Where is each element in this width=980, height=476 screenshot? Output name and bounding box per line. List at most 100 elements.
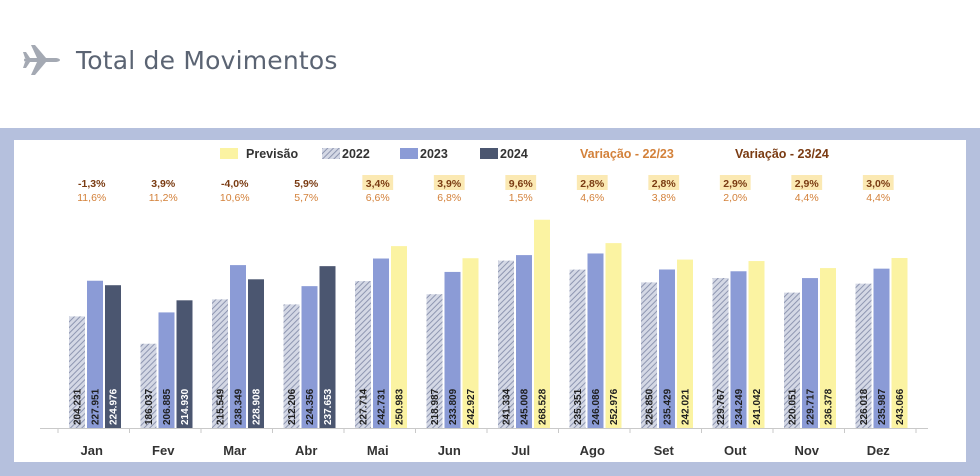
bar-2023 — [158, 312, 175, 428]
variation-highlight — [791, 175, 823, 190]
bar-2022 — [855, 283, 872, 428]
bar-2022 — [569, 269, 586, 428]
variation-highlight — [576, 175, 608, 190]
variation-highlight — [719, 175, 751, 190]
bar-2022 — [69, 316, 85, 428]
bar-previsao — [891, 258, 908, 428]
bar-2023 — [659, 269, 675, 428]
bar-2022 — [283, 304, 300, 428]
bar-2022 — [426, 294, 443, 428]
bar-value-label: 229.767 — [716, 388, 727, 425]
bar-value-label: 235.351 — [573, 388, 584, 425]
bar-2024 — [248, 279, 264, 428]
x-tick-label: Nov — [794, 443, 819, 458]
variation-23-24-label: 2,8% — [652, 178, 677, 190]
bar-2023 — [373, 258, 389, 428]
bar-value-label: 224.356 — [305, 388, 316, 425]
chart-legend: Previsão 2022 2023 2024 Variação - 22/23 Vari… — [220, 147, 829, 161]
bar-value-label: 212.206 — [287, 388, 298, 425]
bar-2024 — [105, 285, 121, 428]
bar-value-label: 228.908 — [252, 388, 263, 425]
x-axis-labels: Jan Fev Mar Abr Mai Jun Jul Ago Set Out Nov Dez — [57, 428, 917, 458]
bar-2024 — [319, 266, 336, 428]
legend-swatch-s2024 — [480, 148, 498, 159]
variation-23-24-label: 5,9% — [294, 178, 319, 190]
x-tick-label: Jun — [438, 443, 461, 458]
page-title: Total de Movimentos — [76, 45, 338, 75]
legend-label-previsao: Previsão — [246, 147, 298, 161]
legend-swatch-previsao — [220, 148, 238, 159]
bar-2022 — [712, 278, 729, 428]
variation-22-23-label: 3,8% — [652, 192, 676, 204]
variation-23-24-label: 3,0% — [866, 178, 891, 190]
x-tick-label: Dez — [867, 443, 891, 458]
bar-previsao — [677, 259, 693, 428]
bar-value-label: 242.731 — [377, 388, 388, 425]
bar-value-label: 242.927 — [466, 388, 477, 425]
x-tick-label: Jul — [511, 443, 530, 458]
variation-22-23-label: 4,6% — [580, 192, 604, 204]
variation-22-23-label: 1,5% — [509, 192, 533, 204]
bar-value-label: 241.042 — [752, 388, 763, 425]
x-tick-label: Mai — [367, 443, 389, 458]
x-tick-label: Fev — [152, 443, 175, 458]
legend-label-s2023: 2023 — [420, 147, 448, 161]
x-tick-label: Out — [724, 443, 747, 458]
bar-previsao — [391, 246, 407, 428]
bar-value-label: 246.086 — [591, 388, 602, 425]
bar-2023 — [87, 280, 103, 428]
bar-value-label: 233.809 — [448, 388, 459, 425]
bar-value-label: 245.008 — [520, 388, 531, 425]
bar-2024 — [176, 300, 193, 428]
bar-value-label: 237.653 — [323, 388, 334, 425]
variation-23-24-label: 3,4% — [366, 178, 391, 190]
bar-2022 — [140, 343, 157, 428]
bar-2023 — [444, 271, 461, 428]
legend-label-s2024: 2024 — [500, 147, 528, 161]
bar-value-label: 214.930 — [180, 388, 191, 425]
bar-2023 — [230, 265, 246, 428]
bar-value-label: 242.021 — [681, 388, 692, 425]
variation-highlight — [505, 175, 537, 190]
bar-2022 — [498, 260, 514, 428]
variation-highlight — [862, 175, 894, 190]
variation-22-23-label: 11,6% — [77, 192, 106, 204]
bar-previsao — [534, 219, 550, 428]
variation-22-23-label: 6,6% — [366, 192, 390, 204]
page-header: Total de Movimentos — [22, 40, 338, 80]
legend-label-var2324: Variação - 23/24 — [735, 147, 829, 161]
variation-22-23-label: 6,8% — [437, 192, 461, 204]
variation-23-24-label: 2,9% — [723, 178, 748, 190]
bar-value-label: 238.349 — [234, 388, 245, 425]
bar-value-label: 227.714 — [359, 388, 370, 425]
legend-label-s2022: 2022 — [342, 147, 370, 161]
bar-value-label: 234.249 — [734, 388, 745, 425]
x-tick-label: Abr — [295, 443, 317, 458]
bar-value-label: 220.051 — [788, 388, 799, 425]
variation-rows: -1,3% 11,6% 3,9% 11,2% -4,0% 10,6% 5,9% 5,7% 3,4… — [77, 175, 894, 204]
bar-value-label: 250.983 — [395, 388, 406, 425]
variation-23-24-label: 9,6% — [509, 178, 534, 190]
bar-2022 — [212, 299, 228, 428]
variation-23-24-label: -4,0% — [221, 178, 249, 190]
bar-2023 — [873, 268, 890, 428]
variation-23-24-label: 2,8% — [580, 178, 605, 190]
bar-2023 — [730, 271, 747, 428]
bar-2023 — [516, 255, 532, 428]
bar-value-label: 218.987 — [430, 388, 441, 425]
bar-value-label: 224.976 — [109, 388, 120, 425]
variation-23-24-label: 3,9% — [151, 178, 176, 190]
bar-2023 — [802, 278, 818, 428]
variation-22-23-label: 4,4% — [795, 192, 819, 204]
variation-22-23-label: 5,7% — [294, 192, 318, 204]
bar-value-label: 186.037 — [144, 388, 155, 425]
variation-23-24-label: 2,9% — [795, 178, 820, 190]
bars: 204.231 227.951 224.976 186.037 206.885 214.9… — [69, 219, 908, 428]
x-tick-label: Set — [654, 443, 675, 458]
legend-swatch-s2022 — [322, 148, 340, 159]
bar-value-label: 268.528 — [538, 388, 549, 425]
bar-2022 — [355, 281, 371, 428]
variation-23-24-label: 3,9% — [437, 178, 462, 190]
x-tick-label: Jan — [81, 443, 103, 458]
